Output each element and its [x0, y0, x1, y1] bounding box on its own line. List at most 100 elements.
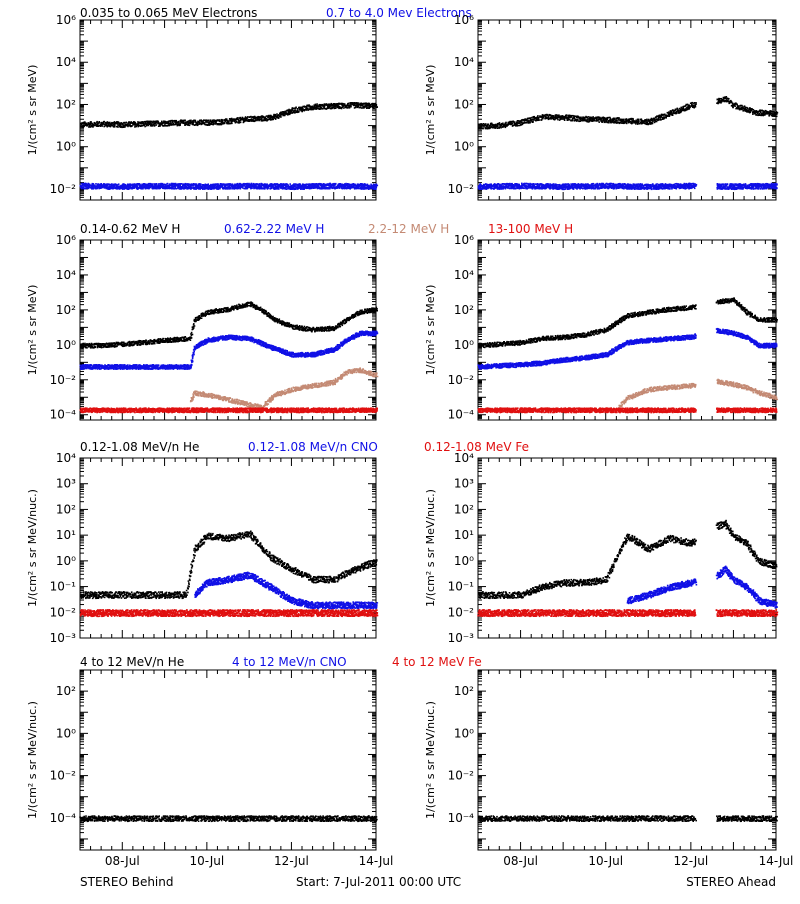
data-point — [337, 187, 339, 189]
legend-entry: 0.7 to 4.0 Mev Electrons — [326, 6, 472, 20]
data-point — [367, 103, 369, 105]
data-point — [210, 188, 212, 190]
data-point — [584, 117, 586, 119]
data-point — [217, 184, 219, 186]
data-point — [505, 122, 507, 124]
data-point — [201, 120, 203, 122]
data-point — [103, 121, 105, 123]
data-point — [98, 121, 100, 123]
data-point — [558, 114, 560, 116]
data-point — [161, 121, 163, 123]
data-point — [672, 114, 674, 116]
data-point — [658, 119, 660, 121]
plot-frame — [478, 20, 776, 200]
data-point — [495, 124, 497, 126]
data-point — [367, 184, 369, 186]
data-point — [105, 123, 107, 125]
data-point — [538, 119, 540, 121]
data-point — [579, 119, 581, 121]
data-point — [111, 183, 113, 185]
data-point — [323, 183, 325, 185]
data-series — [478, 96, 778, 130]
data-point — [564, 119, 566, 121]
data-point — [155, 124, 157, 126]
data-point — [608, 122, 610, 124]
data-point — [201, 124, 203, 126]
data-point — [734, 105, 736, 107]
data-point — [230, 188, 232, 190]
data-point — [244, 188, 246, 190]
data-point — [130, 125, 132, 127]
data-point — [638, 120, 640, 122]
data-point — [373, 108, 375, 110]
data-point — [349, 104, 351, 106]
data-point — [695, 104, 697, 106]
data-point — [537, 115, 539, 117]
data-point — [167, 183, 169, 185]
data-point — [517, 120, 519, 122]
data-point — [176, 188, 178, 190]
data-point — [85, 183, 87, 185]
data-point — [258, 117, 260, 119]
data-point — [374, 103, 376, 105]
data-point — [601, 121, 603, 123]
data-point — [293, 187, 295, 189]
data-point — [101, 125, 103, 127]
data-point — [300, 107, 302, 109]
data-point — [93, 188, 95, 190]
data-point — [171, 183, 173, 185]
data-point — [546, 114, 548, 116]
data-point — [107, 183, 109, 185]
data-point — [605, 122, 607, 124]
data-point — [229, 123, 231, 125]
data-point — [480, 128, 482, 130]
data-point — [361, 107, 363, 109]
data-point — [97, 125, 99, 127]
data-point — [264, 120, 266, 122]
data-point — [652, 120, 654, 122]
data-point — [692, 102, 694, 104]
data-point — [719, 98, 721, 100]
data-point — [156, 183, 158, 185]
data-series — [80, 183, 379, 190]
data-point — [114, 125, 116, 127]
data-point — [306, 183, 308, 185]
data-point — [124, 122, 126, 124]
data-point — [282, 188, 284, 190]
data-point — [347, 105, 349, 107]
data-point — [651, 118, 653, 120]
data-point — [122, 188, 124, 190]
data-point — [376, 105, 378, 107]
data-point — [580, 117, 582, 119]
data-point — [251, 183, 253, 185]
data-point — [499, 127, 501, 129]
data-point — [375, 186, 377, 188]
data-point — [128, 121, 130, 123]
data-point — [610, 121, 612, 123]
data-point — [689, 108, 691, 110]
y-tick-label: 10⁻² — [50, 182, 77, 196]
data-point — [375, 188, 377, 190]
data-point — [240, 117, 242, 119]
data-point — [107, 125, 109, 127]
data-point — [282, 185, 284, 187]
data-point — [81, 188, 83, 190]
data-point — [91, 188, 93, 190]
data-point — [125, 184, 127, 186]
data-point — [259, 184, 261, 186]
data-series — [80, 102, 378, 128]
y-axis-label: 1/(cm² s sr MeV) — [26, 65, 39, 156]
data-point — [322, 108, 324, 110]
data-point — [345, 105, 347, 107]
data-point — [200, 184, 202, 186]
data-point — [659, 115, 661, 117]
data-point — [161, 122, 163, 124]
data-point — [496, 127, 498, 129]
data-point — [259, 119, 261, 121]
data-point — [349, 107, 351, 109]
data-point — [106, 187, 108, 189]
data-point — [532, 121, 534, 123]
data-point — [224, 123, 226, 125]
data-point — [195, 121, 197, 123]
data-point — [236, 184, 238, 186]
